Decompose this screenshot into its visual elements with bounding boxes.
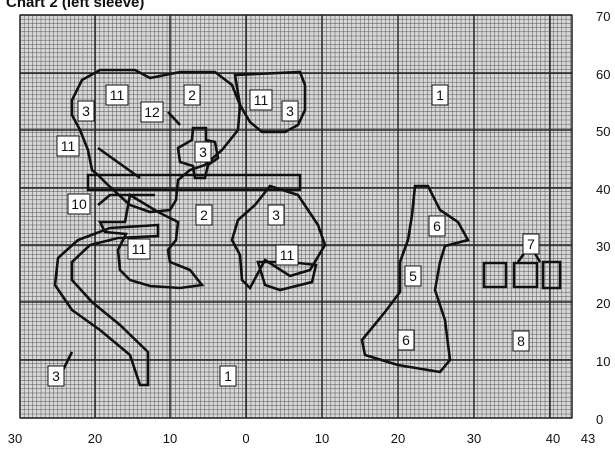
region-11-bottom: 11 — [280, 247, 295, 263]
region-3-mid-right-box — [267, 204, 285, 226]
region-11-center: 11 — [132, 241, 147, 257]
region-3-right: 3 — [286, 103, 294, 119]
region-8-box — [512, 330, 530, 352]
y-axis-ticks: 0 10 20 30 40 50 60 70 — [596, 9, 610, 427]
region-3-left-box — [77, 100, 95, 122]
region-11-left: 11 — [61, 138, 76, 154]
region-3-center-box — [194, 141, 212, 163]
region-11-top-left-box — [105, 84, 129, 106]
region-11-top-right: 11 — [254, 92, 269, 108]
region-12: 12 — [144, 104, 160, 120]
region-6-top: 6 — [433, 218, 441, 234]
x-tick-label: 43 — [581, 431, 595, 446]
y-tick-label: 70 — [596, 9, 610, 24]
region-8: 8 — [517, 333, 525, 349]
leader-11-10 — [97, 146, 155, 206]
region-11-top-right-box — [249, 89, 273, 111]
outline-right-tulip — [360, 184, 470, 374]
outline-top-right-bump — [233, 70, 307, 134]
region-3-right-box — [281, 100, 299, 122]
y-tick-label: 50 — [596, 124, 610, 139]
outline-square-left — [482, 261, 508, 289]
x-tick-label: 10 — [315, 431, 329, 446]
x-tick-label: 30 — [8, 431, 22, 446]
chart-title: Chart 2 (left sleeve) — [6, 0, 145, 11]
x-tick-label: 20 — [88, 431, 102, 446]
region-3-bottom-left-box — [47, 365, 65, 387]
region-11-top-left: 11 — [110, 87, 125, 103]
x-tick-label: 0 — [242, 431, 249, 446]
region-2-middle-box — [195, 204, 213, 226]
outline-cross — [176, 126, 220, 180]
region-6-top-box — [428, 215, 446, 237]
outline-square-mid — [512, 261, 539, 289]
region-3-bottom-left: 3 — [52, 368, 60, 384]
outline-square-right — [541, 260, 562, 290]
y-tick-label: 20 — [596, 296, 610, 311]
leader-12 — [167, 111, 181, 126]
region-7-box — [522, 233, 540, 255]
y-tick-label: 30 — [596, 239, 610, 254]
region-6-bottom-box — [397, 329, 415, 351]
y-tick-label: 10 — [596, 354, 610, 369]
region-7: 7 — [527, 236, 535, 252]
region-1-bottom-box — [219, 365, 237, 387]
outline-bar — [86, 173, 302, 192]
fine-grid — [19, 14, 573, 419]
outline-right-blob — [230, 184, 327, 291]
region-5-box — [404, 265, 422, 287]
region-12-box — [140, 101, 164, 123]
x-tick-label: 40 — [546, 431, 560, 446]
region-3-left: 3 — [82, 103, 90, 119]
y-tick-label: 60 — [596, 67, 610, 82]
region-11-left-box — [56, 135, 80, 157]
region-1-top-right-box — [431, 84, 449, 106]
x-tick-label: 30 — [467, 431, 481, 446]
region-11-bottom-box — [275, 244, 299, 266]
region-1-top-right: 1 — [436, 87, 444, 103]
region-3-mid-right: 3 — [272, 207, 280, 223]
region-3-center: 3 — [199, 144, 207, 160]
region-1-bottom: 1 — [224, 368, 232, 384]
region-6-bottom: 6 — [402, 332, 410, 348]
region-2-top: 2 — [188, 87, 196, 103]
region-2-middle: 2 — [200, 207, 208, 223]
x-tick-label: 10 — [163, 431, 177, 446]
x-tick-label: 20 — [391, 431, 405, 446]
y-tick-label: 0 — [596, 412, 603, 427]
region-11-center-box — [127, 238, 151, 260]
region-5: 5 — [409, 268, 417, 284]
y-tick-label: 40 — [596, 182, 610, 197]
region-10-box — [67, 193, 91, 215]
region-2-top-box — [183, 84, 201, 106]
outline-stem — [53, 223, 160, 387]
x-axis-ticks: 30 20 10 0 10 20 30 40 43 — [8, 431, 595, 446]
region-10: 10 — [71, 196, 87, 212]
motif-outlines — [53, 68, 562, 387]
